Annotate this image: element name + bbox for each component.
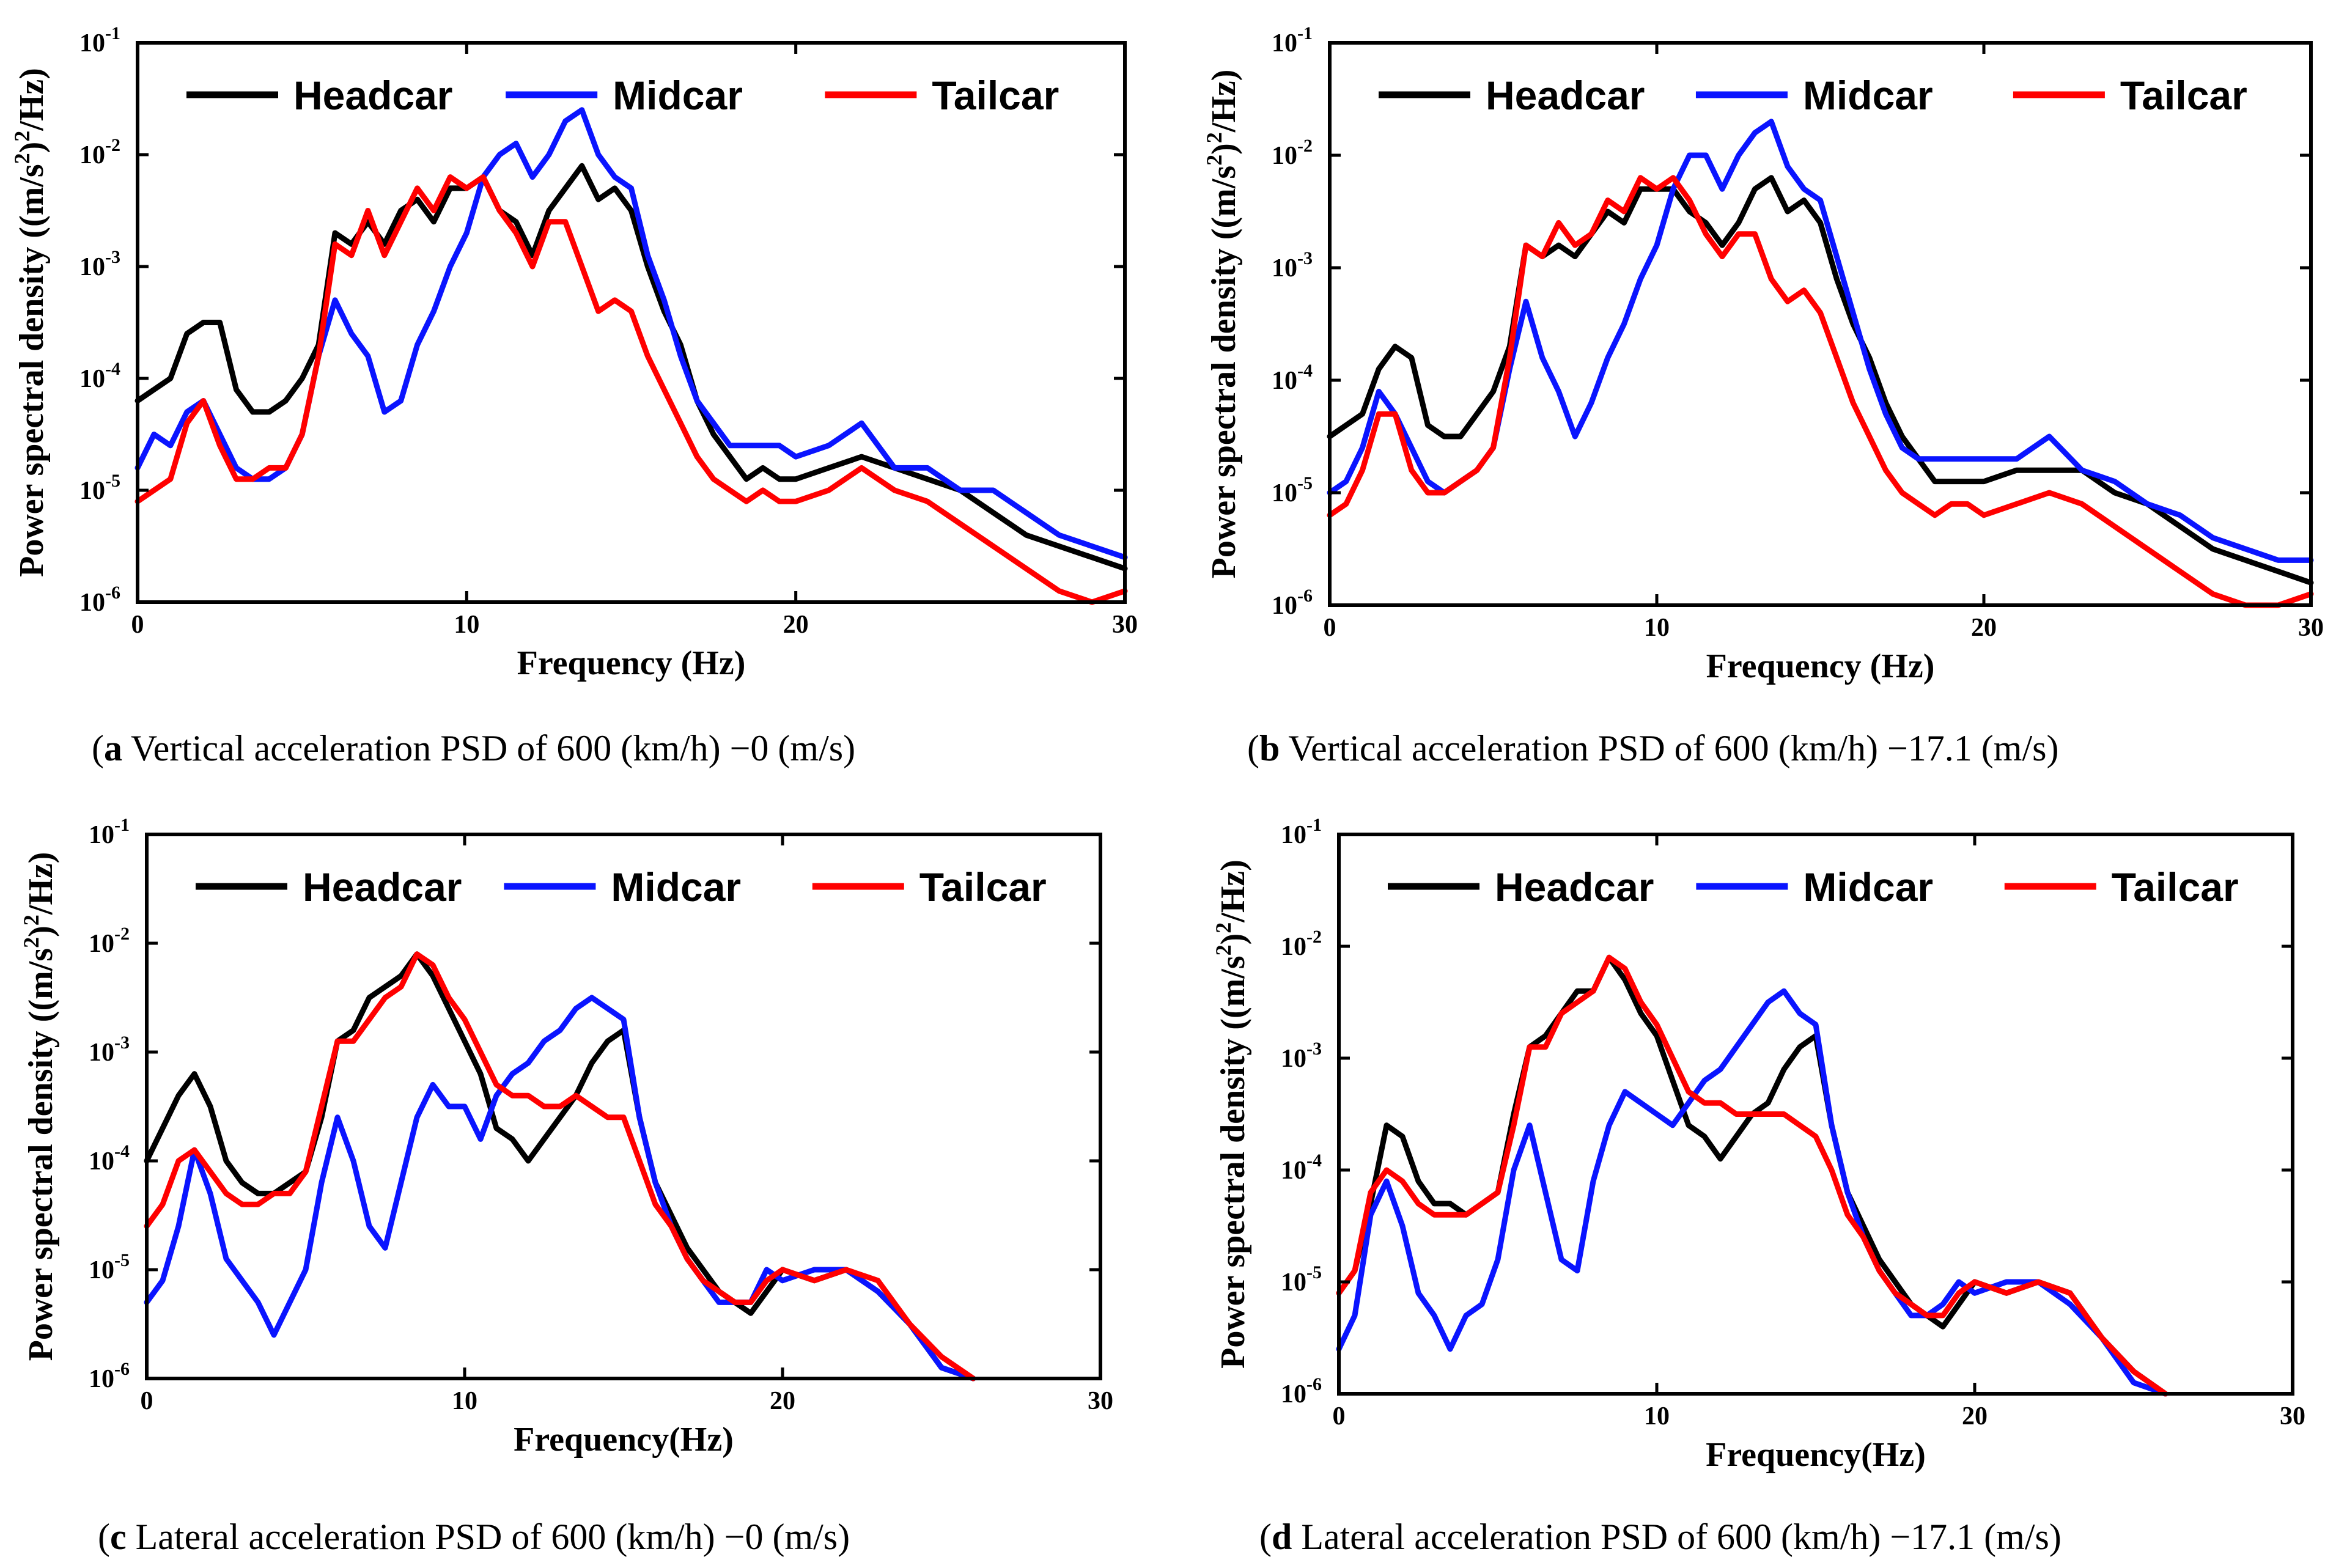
x-tick-label-d: 10: [1644, 1402, 1670, 1430]
y-tick-label-a: 10-4: [79, 359, 120, 393]
y-axis-title-c: Power spectral density ((m/s2)2/Hz): [19, 852, 60, 1361]
y-tick-label-d: 10-6: [1281, 1374, 1322, 1408]
series-midcar-d: [1336, 988, 2168, 1397]
x-tick-label-a: 0: [131, 611, 144, 639]
legend-label-headcar-c: Headcar: [303, 864, 462, 910]
legend-label-tailcar-b: Tailcar: [2120, 73, 2247, 118]
x-tick-label-a: 20: [783, 611, 809, 639]
caption-a: (a Vertical acceleration PSD of 600 (km/…: [92, 728, 856, 768]
y-tick-label-b: 10-4: [1272, 361, 1313, 395]
y-tick-label-b: 10-5: [1272, 473, 1313, 507]
caption-b: (b Vertical acceleration PSD of 600 (km/…: [1247, 728, 2059, 768]
y-axis-title-b: Power spectral density ((m/s2)2/Hz): [1202, 70, 1243, 579]
legend-label-tailcar-c: Tailcar: [919, 864, 1047, 910]
series-tailcar-c: [144, 951, 976, 1382]
x-axis-title-c: Frequency(Hz): [514, 1421, 734, 1459]
legend-label-tailcar-d: Tailcar: [2112, 864, 2239, 910]
x-axis-title-b: Frequency (Hz): [1706, 647, 1935, 685]
y-tick-label-d: 10-2: [1281, 927, 1322, 961]
y-tick-label-d: 10-3: [1281, 1039, 1322, 1073]
x-tick-label-c: 10: [452, 1387, 477, 1415]
series-headcar-a: [134, 163, 1128, 572]
series-tailcar-a: [134, 174, 1128, 605]
panel-b: 0 10 20 30 10-6 10-5 10-4 10-3 10-2 10-1 Frequency…: [0, 0, 2336, 782]
y-tick-label-c: 10-4: [89, 1141, 130, 1176]
y-tick-label-a: 10-6: [79, 583, 120, 617]
y-tick-label-b: 10-6: [1272, 586, 1313, 620]
x-tick-label-c: 20: [770, 1387, 795, 1415]
y-tick-label-d: 10-4: [1281, 1150, 1322, 1185]
x-tick-label-d: 0: [1333, 1402, 1346, 1430]
x-axis-title-d: Frequency(Hz): [1706, 1436, 1926, 1474]
y-axis-title-a: Power spectral density ((m/s2)2/Hz): [10, 68, 51, 577]
x-tick-label-c: 0: [141, 1387, 153, 1415]
x-tick-label-a: 10: [454, 611, 479, 639]
y-tick-label-a: 10-2: [79, 135, 120, 169]
y-tick-label-b: 10-1: [1272, 23, 1313, 57]
x-tick-label-b: 30: [2298, 614, 2324, 642]
y-tick-label-c: 10-1: [89, 815, 130, 849]
x-tick-label-a: 30: [1112, 611, 1138, 639]
y-tick-label-a: 10-5: [79, 471, 120, 505]
y-tick-label-c: 10-5: [89, 1250, 130, 1284]
x-tick-label-d: 30: [2280, 1402, 2305, 1430]
x-tick-label-d: 20: [1962, 1402, 1988, 1430]
panel-a: 0 10 20 30 10-6 10-5 10-4 10-3 10-2 10-1 Frequency…: [0, 0, 1168, 782]
plot-frame-a: [136, 41, 1127, 604]
series-midcar-a: [134, 107, 1128, 561]
series-tailcar-d: [1336, 954, 2168, 1397]
y-tick-label-b: 10-2: [1272, 136, 1313, 170]
legend-label-midcar-d: Midcar: [1803, 864, 1933, 910]
x-axis-title-a: Frequency (Hz): [517, 644, 746, 682]
plot-frame-c: [145, 833, 1102, 1380]
x-tick-label-c: 30: [1088, 1387, 1113, 1415]
y-tick-label-d: 10-5: [1281, 1262, 1322, 1297]
legend-label-headcar-b: Headcar: [1486, 73, 1645, 118]
legend-label-midcar-a: Midcar: [613, 73, 743, 118]
chart-c-svg: 0 10 20 30 10-6 10-5 10-4 10-3 10-2 10-1 Frequency…: [19, 815, 1113, 1459]
caption-c: (c Lateral acceleration PSD of 600 (km/h…: [98, 1517, 850, 1557]
series-headcar-b: [1327, 175, 2314, 586]
chart-a-svg: 0 10 20 30 10-6 10-5 10-4 10-3 10-2 10-1 Frequency…: [10, 23, 1138, 682]
x-tick-label-b: 20: [1971, 614, 1997, 642]
y-tick-label-c: 10-3: [89, 1032, 130, 1067]
legend-label-midcar-b: Midcar: [1803, 73, 1933, 118]
series-tailcar-b: [1327, 175, 2314, 608]
series-headcar-c: [144, 951, 976, 1382]
y-axis-title-d: Power spectral density ((m/s2)2/Hz): [1211, 859, 1252, 1369]
legend-label-tailcar-a: Tailcar: [932, 73, 1059, 118]
plot-frame-d: [1337, 833, 2294, 1396]
y-tick-label-d: 10-1: [1281, 815, 1322, 849]
y-tick-label-c: 10-6: [89, 1359, 130, 1393]
legend-label-headcar-d: Headcar: [1495, 864, 1654, 910]
y-tick-label-a: 10-3: [79, 247, 120, 281]
y-tick-label-b: 10-3: [1272, 248, 1313, 282]
caption-d: (d Lateral acceleration PSD of 600 (km/h…: [1259, 1517, 2062, 1557]
legend-label-headcar-a: Headcar: [293, 73, 453, 118]
x-tick-label-b: 10: [1644, 614, 1670, 642]
y-tick-label-c: 10-2: [89, 924, 130, 958]
series-headcar-d: [1336, 954, 2168, 1397]
chart-b-svg: 0 10 20 30 10-6 10-5 10-4 10-3 10-2 10-1 Frequency…: [1202, 23, 2324, 685]
plot-frame-b: [1328, 41, 2313, 607]
y-tick-label-a: 10-1: [79, 23, 120, 57]
legend-label-midcar-c: Midcar: [611, 864, 741, 910]
x-tick-label-b: 0: [1324, 614, 1336, 642]
panel-c: 0 10 20 30 10-6 10-5 10-4 10-3 10-2 10-1 Frequency…: [19, 815, 1113, 1459]
